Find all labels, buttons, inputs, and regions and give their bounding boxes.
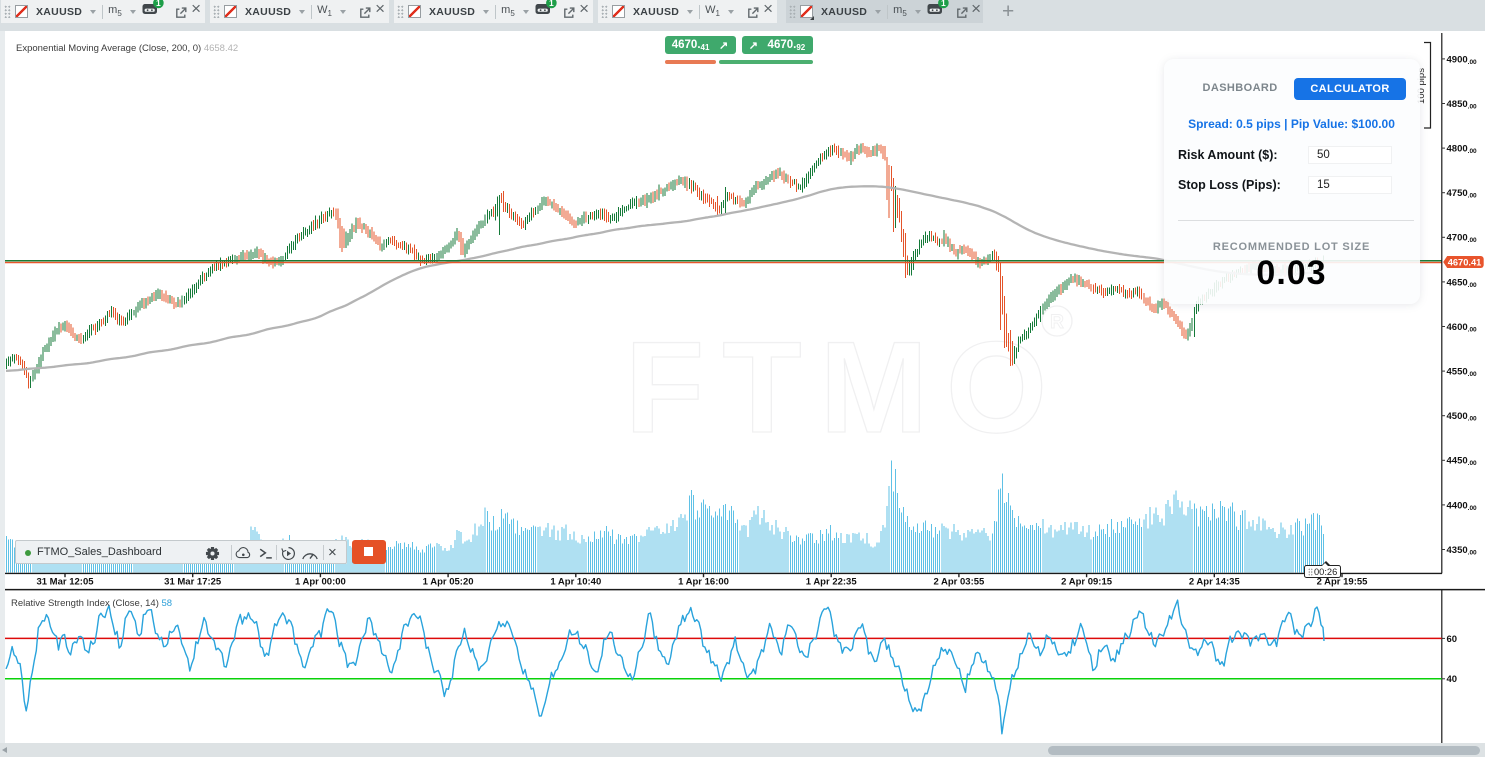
- svg-text:R: R: [1050, 312, 1064, 333]
- svg-text:1 Apr 10:40: 1 Apr 10:40: [550, 577, 601, 588]
- svg-text:1 Apr 16:00: 1 Apr 16:00: [678, 577, 729, 588]
- svg-text:1: 1: [549, 0, 554, 8]
- svg-text:Relative Strength Index (Close: Relative Strength Index (Close, 14) 58: [11, 598, 172, 609]
- svg-text:4670.41: 4670.41: [1448, 257, 1482, 267]
- svg-text:4350.00: 4350.00: [1447, 545, 1478, 557]
- svg-text:4500.00: 4500.00: [1447, 411, 1478, 423]
- svg-text:4450.00: 4450.00: [1447, 456, 1478, 468]
- svg-text:4400.00: 4400.00: [1447, 500, 1478, 512]
- svg-text:1: 1: [156, 0, 161, 8]
- svg-text:2 Apr 09:15: 2 Apr 09:15: [1061, 577, 1113, 588]
- svg-text:60: 60: [1447, 634, 1458, 645]
- svg-text:FTMO: FTMO: [625, 314, 1065, 460]
- svg-text:4750.00: 4750.00: [1447, 188, 1478, 200]
- svg-text:4550.00: 4550.00: [1447, 367, 1478, 379]
- svg-text:4850.00: 4850.00: [1447, 99, 1478, 111]
- svg-text:4600.00: 4600.00: [1447, 322, 1478, 334]
- svg-text:100 pips: 100 pips: [1416, 68, 1427, 104]
- svg-text:Exponential Moving Average (Cl: Exponential Moving Average (Close, 200, …: [16, 43, 238, 54]
- svg-text:31 Mar 12:05: 31 Mar 12:05: [36, 577, 94, 588]
- svg-text:2 Apr 14:35: 2 Apr 14:35: [1189, 577, 1241, 588]
- svg-text:2 Apr 19:55: 2 Apr 19:55: [1317, 577, 1369, 588]
- svg-text:1: 1: [941, 0, 946, 8]
- svg-text:4900.00: 4900.00: [1447, 54, 1478, 66]
- svg-text:1 Apr 22:35: 1 Apr 22:35: [806, 577, 858, 588]
- svg-text:1 Apr 00:00: 1 Apr 00:00: [295, 577, 346, 588]
- svg-text:4700.00: 4700.00: [1447, 233, 1478, 245]
- svg-text:1 Apr 05:20: 1 Apr 05:20: [423, 577, 474, 588]
- svg-text:4800.00: 4800.00: [1447, 144, 1478, 156]
- svg-text:2 Apr 03:55: 2 Apr 03:55: [933, 577, 985, 588]
- svg-text:31 Mar 17:25: 31 Mar 17:25: [164, 577, 222, 588]
- svg-text:4650.00: 4650.00: [1447, 277, 1478, 289]
- svg-text:40: 40: [1447, 674, 1458, 685]
